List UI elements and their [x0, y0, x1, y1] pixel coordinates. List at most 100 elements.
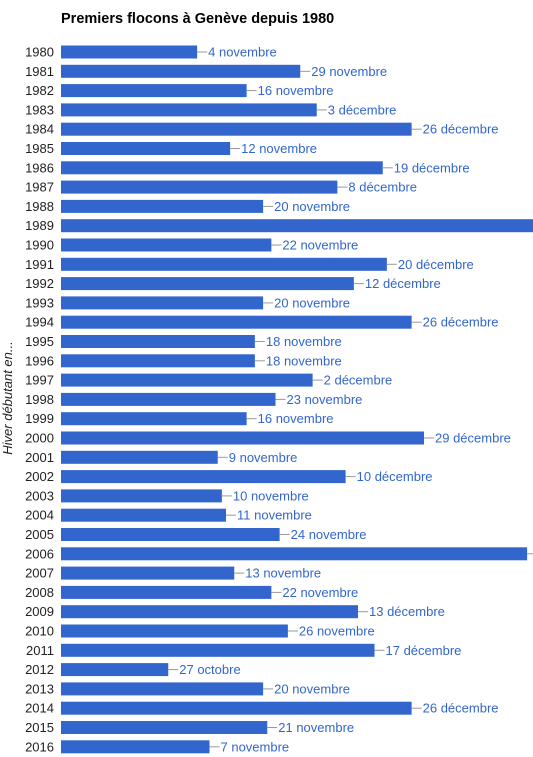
- data-label: 26 novembre: [299, 624, 375, 639]
- y-tick-label: 2012: [25, 662, 54, 677]
- bar: [61, 489, 222, 503]
- data-label: 13 décembre: [369, 604, 445, 619]
- data-label: 22 novembre: [282, 238, 358, 253]
- bar: [61, 701, 412, 715]
- y-tick-label: 2000: [25, 431, 54, 446]
- data-label: 13 novembre: [245, 566, 321, 581]
- y-tick-label: 1990: [25, 238, 54, 253]
- y-tick-label: 2006: [25, 546, 54, 561]
- data-label: 29 décembre: [435, 431, 511, 446]
- y-tick-label: 2001: [25, 450, 54, 465]
- chart-title: Premiers flocons à Genève depuis 1980: [61, 11, 334, 27]
- data-label: 3 décembre: [328, 102, 397, 117]
- bar: [61, 450, 218, 464]
- y-tick-label: 1992: [25, 276, 54, 291]
- data-label: 7 novembre: [221, 739, 290, 754]
- bar: [61, 161, 383, 175]
- bar: [61, 663, 169, 677]
- y-tick-label: 1996: [25, 353, 54, 368]
- bar: [61, 335, 255, 348]
- y-tick-label: 2002: [25, 469, 54, 484]
- bar: [61, 315, 412, 329]
- y-tick-label: 2010: [25, 624, 54, 639]
- y-tick-label: 2011: [26, 643, 54, 658]
- y-axis-label: Hiver débutant en...: [0, 341, 15, 454]
- y-tick-label: 1985: [25, 141, 54, 156]
- bar: [61, 142, 231, 155]
- y-tick-label: 2004: [25, 508, 54, 523]
- y-tick-label: 2005: [25, 527, 54, 542]
- y-tick-label: 1983: [25, 102, 54, 117]
- data-label: 16 novembre: [258, 411, 334, 426]
- y-tick-label: 2007: [25, 566, 54, 581]
- y-tick-label: 2003: [25, 488, 54, 503]
- data-label: 8 décembre: [348, 180, 417, 195]
- y-tick-label: 1982: [25, 83, 54, 98]
- bar: [61, 122, 412, 136]
- bar: [61, 277, 354, 291]
- data-label: 29 novembre: [311, 64, 387, 79]
- bar: [61, 624, 288, 638]
- bar: [61, 470, 346, 484]
- data-label: 23 novembre: [287, 392, 363, 407]
- data-label: 20 novembre: [274, 295, 350, 310]
- data-label: 4 novembre: [208, 45, 277, 60]
- bar: [61, 180, 338, 194]
- y-tick-label: 2008: [25, 585, 54, 600]
- data-label: 20 décembre: [398, 257, 474, 272]
- y-tick-label: 1984: [25, 122, 54, 137]
- y-tick-label: 1999: [25, 411, 54, 426]
- y-tick-label: 2013: [25, 681, 54, 696]
- y-tick-label: 1991: [25, 257, 54, 272]
- y-tick-label: 1988: [25, 199, 54, 214]
- bar: [61, 103, 317, 117]
- bar: [61, 199, 264, 213]
- y-tick-label: 1998: [25, 392, 54, 407]
- data-label: 10 novembre: [233, 488, 309, 503]
- data-label: 10 décembre: [357, 469, 433, 484]
- data-label: 26 décembre: [423, 122, 499, 137]
- data-label: 18 novembre: [266, 353, 342, 368]
- data-label: 21 novembre: [278, 720, 354, 735]
- data-label: 19 décembre: [394, 160, 470, 175]
- y-tick-label: 1981: [25, 64, 54, 79]
- bar: [61, 721, 268, 734]
- bar: [61, 373, 313, 387]
- bar: [61, 605, 358, 619]
- bar: [61, 64, 301, 78]
- bar: [61, 740, 210, 754]
- y-tick-label: 2016: [25, 739, 54, 754]
- data-label: 20 novembre: [274, 681, 350, 696]
- data-label: 12 novembre: [241, 141, 317, 156]
- data-label: 17 décembre: [386, 643, 462, 658]
- data-label: 20 novembre: [274, 199, 350, 214]
- data-label: 27 octobre: [179, 662, 240, 677]
- bar: [61, 296, 264, 310]
- bar: [61, 643, 375, 657]
- y-tick-label: 1993: [25, 295, 54, 310]
- bar: [61, 566, 235, 580]
- bar: [61, 412, 247, 426]
- bar: [61, 84, 247, 98]
- bar: [61, 528, 280, 541]
- bar: [61, 431, 424, 445]
- bar: [61, 585, 272, 599]
- bar: [61, 682, 264, 696]
- data-label: 16 novembre: [258, 83, 334, 98]
- y-tick-label: 1997: [25, 373, 54, 388]
- y-tick-label: 1995: [25, 334, 54, 349]
- data-label: 26 décembre: [423, 315, 499, 330]
- data-label: 18 novembre: [266, 334, 342, 349]
- data-label: 24 novembre: [291, 527, 367, 542]
- data-label: 11 novembre: [237, 508, 312, 523]
- data-label: 2 décembre: [324, 373, 393, 388]
- y-tick-label: 1986: [25, 160, 54, 175]
- y-tick-label: 2014: [25, 701, 54, 716]
- bar: [61, 219, 533, 233]
- bars: 1980 4 novembre 1981 29 novembre 1982 16 nove…: [25, 45, 533, 754]
- bar: [61, 392, 276, 406]
- y-tick-label: 2009: [25, 604, 54, 619]
- bar: [61, 45, 198, 59]
- y-tick-label: 1989: [25, 218, 54, 233]
